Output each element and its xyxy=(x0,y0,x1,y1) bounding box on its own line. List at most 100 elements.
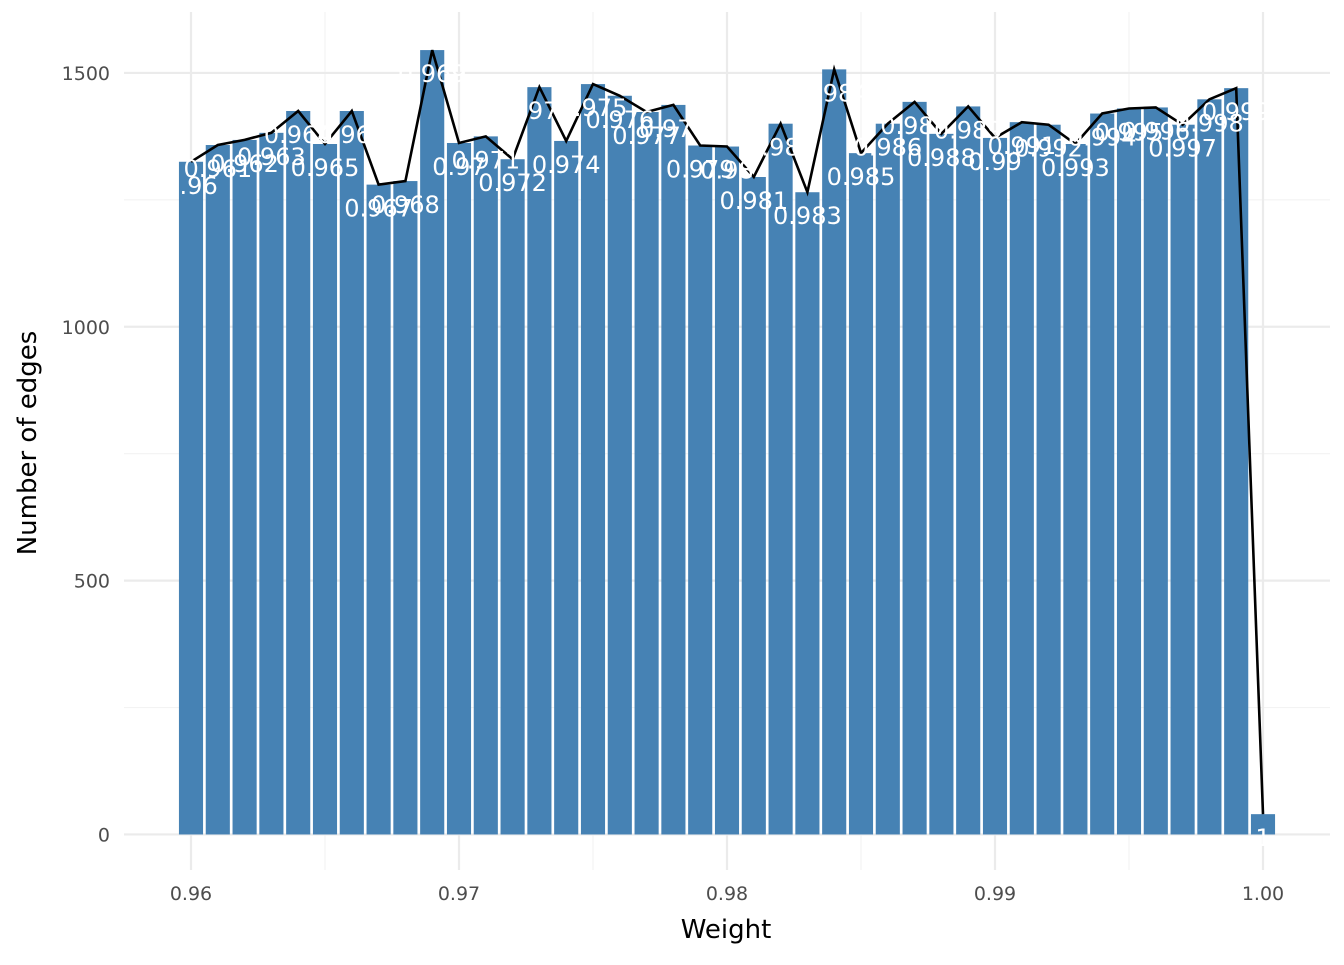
bar xyxy=(420,50,445,835)
bar-label: 0.977 xyxy=(612,122,681,150)
bar xyxy=(1250,814,1276,835)
bar xyxy=(286,111,311,835)
bar xyxy=(500,159,525,835)
bar xyxy=(1036,124,1061,835)
bar xyxy=(661,104,686,835)
trend-line xyxy=(190,49,1265,815)
y-tick-label: 1500 xyxy=(62,63,110,85)
bar-label: 0.963 xyxy=(237,143,306,171)
bar-label: 0.992 xyxy=(1014,135,1083,163)
bar xyxy=(902,101,927,835)
bars xyxy=(178,50,1276,835)
y-tick-label: 0 xyxy=(98,824,110,846)
bar-label: 0.962 xyxy=(210,150,279,178)
bar-labels: 0.960.9610.9620.9630.9640.9650.9660.9670… xyxy=(164,60,1270,852)
x-axis-ticks: 0.96 0.97 0.98 0.99 1.00 xyxy=(170,883,1284,905)
bar xyxy=(714,146,740,835)
bar xyxy=(929,133,954,835)
x-tick-label: 1.00 xyxy=(1242,883,1284,905)
y-axis-ticks: 0 500 1000 1500 xyxy=(62,63,110,847)
bar-label: 0.995 xyxy=(1095,118,1164,146)
bar-label: 0.971 xyxy=(451,146,520,174)
bar-label: 0.981 xyxy=(719,187,788,215)
bar xyxy=(1116,108,1142,835)
bar xyxy=(768,123,793,835)
bar xyxy=(312,144,338,835)
x-tick-label: 0.98 xyxy=(706,883,748,905)
bar xyxy=(634,112,659,835)
x-tick-label: 0.96 xyxy=(170,883,212,905)
bar-label: 0.988 xyxy=(907,144,976,172)
bar xyxy=(205,145,230,835)
y-tick-label: 500 xyxy=(74,571,110,593)
bar-label: 0.998 xyxy=(1175,109,1244,137)
bar-label: 0.999 xyxy=(1202,98,1271,126)
bar-label: 0.996 xyxy=(1121,117,1190,145)
bar xyxy=(1009,122,1034,835)
x-tick-label: 0.99 xyxy=(974,883,1016,905)
bar-label: 0.974 xyxy=(532,151,601,179)
bar-label: 0.989 xyxy=(934,116,1003,144)
bar-label: 0.976 xyxy=(585,106,654,134)
bar xyxy=(688,145,713,835)
bar xyxy=(527,87,552,835)
bar-label: 0.968 xyxy=(371,191,440,219)
bar-label: 0.966 xyxy=(317,121,386,149)
bar-label: 0.969 xyxy=(398,60,467,88)
bar-label: 0.987 xyxy=(880,112,949,140)
bar-label: 1 xyxy=(1255,824,1270,852)
bar-label: 0.978 xyxy=(639,115,708,143)
bar xyxy=(822,69,847,835)
bar xyxy=(848,153,874,835)
bar xyxy=(259,132,284,835)
bar xyxy=(232,139,257,835)
bar-label: 0.994 xyxy=(1068,124,1137,152)
bar-label: 0.972 xyxy=(478,169,547,197)
bar xyxy=(1170,124,1195,835)
bar-label: 0.99 xyxy=(968,148,1021,176)
bar xyxy=(1143,107,1168,835)
bar-label: 0.997 xyxy=(1148,135,1217,163)
bar xyxy=(982,137,1008,835)
bar-label: 0.985 xyxy=(827,163,896,191)
bar xyxy=(178,161,204,835)
bar-label: 0.983 xyxy=(773,202,842,230)
bar xyxy=(554,140,579,835)
bar xyxy=(393,181,418,835)
bar-label: 0.993 xyxy=(1041,154,1110,182)
bar-label: 0.961 xyxy=(183,155,252,183)
y-axis-title: Number of edges xyxy=(13,331,43,556)
x-axis-title: Weight xyxy=(681,915,772,945)
bar xyxy=(1224,88,1249,835)
bar xyxy=(1063,144,1088,835)
bar-label: 0.982 xyxy=(746,134,815,162)
bar-label: 0.991 xyxy=(987,132,1056,160)
bar-label: 0.984 xyxy=(800,79,869,107)
bar-label: 0.98 xyxy=(700,157,753,185)
bar-label: 0.96 xyxy=(164,172,217,200)
bar xyxy=(446,142,472,835)
bar-label: 0.975 xyxy=(559,94,628,122)
bar xyxy=(795,192,820,835)
bar xyxy=(875,123,900,835)
bar-label: 0.967 xyxy=(344,195,413,223)
bar-label: 0.979 xyxy=(666,156,735,184)
bar xyxy=(580,84,606,835)
bar-label: 0.964 xyxy=(264,121,333,149)
bar-label: 0.965 xyxy=(291,154,360,182)
bar xyxy=(339,111,364,835)
bar xyxy=(956,106,981,835)
bar xyxy=(366,184,391,835)
trend-line-layer xyxy=(190,49,1265,815)
bar xyxy=(607,95,632,835)
bar xyxy=(473,136,498,835)
y-tick-label: 1000 xyxy=(62,317,110,339)
bar xyxy=(741,177,766,835)
x-tick-label: 0.97 xyxy=(438,883,480,905)
bar xyxy=(1090,113,1115,835)
bar-label: 0.986 xyxy=(853,134,922,162)
bar xyxy=(1197,99,1222,835)
bar-label: 0.973 xyxy=(505,97,574,125)
bar-label: 0.97 xyxy=(432,153,485,181)
